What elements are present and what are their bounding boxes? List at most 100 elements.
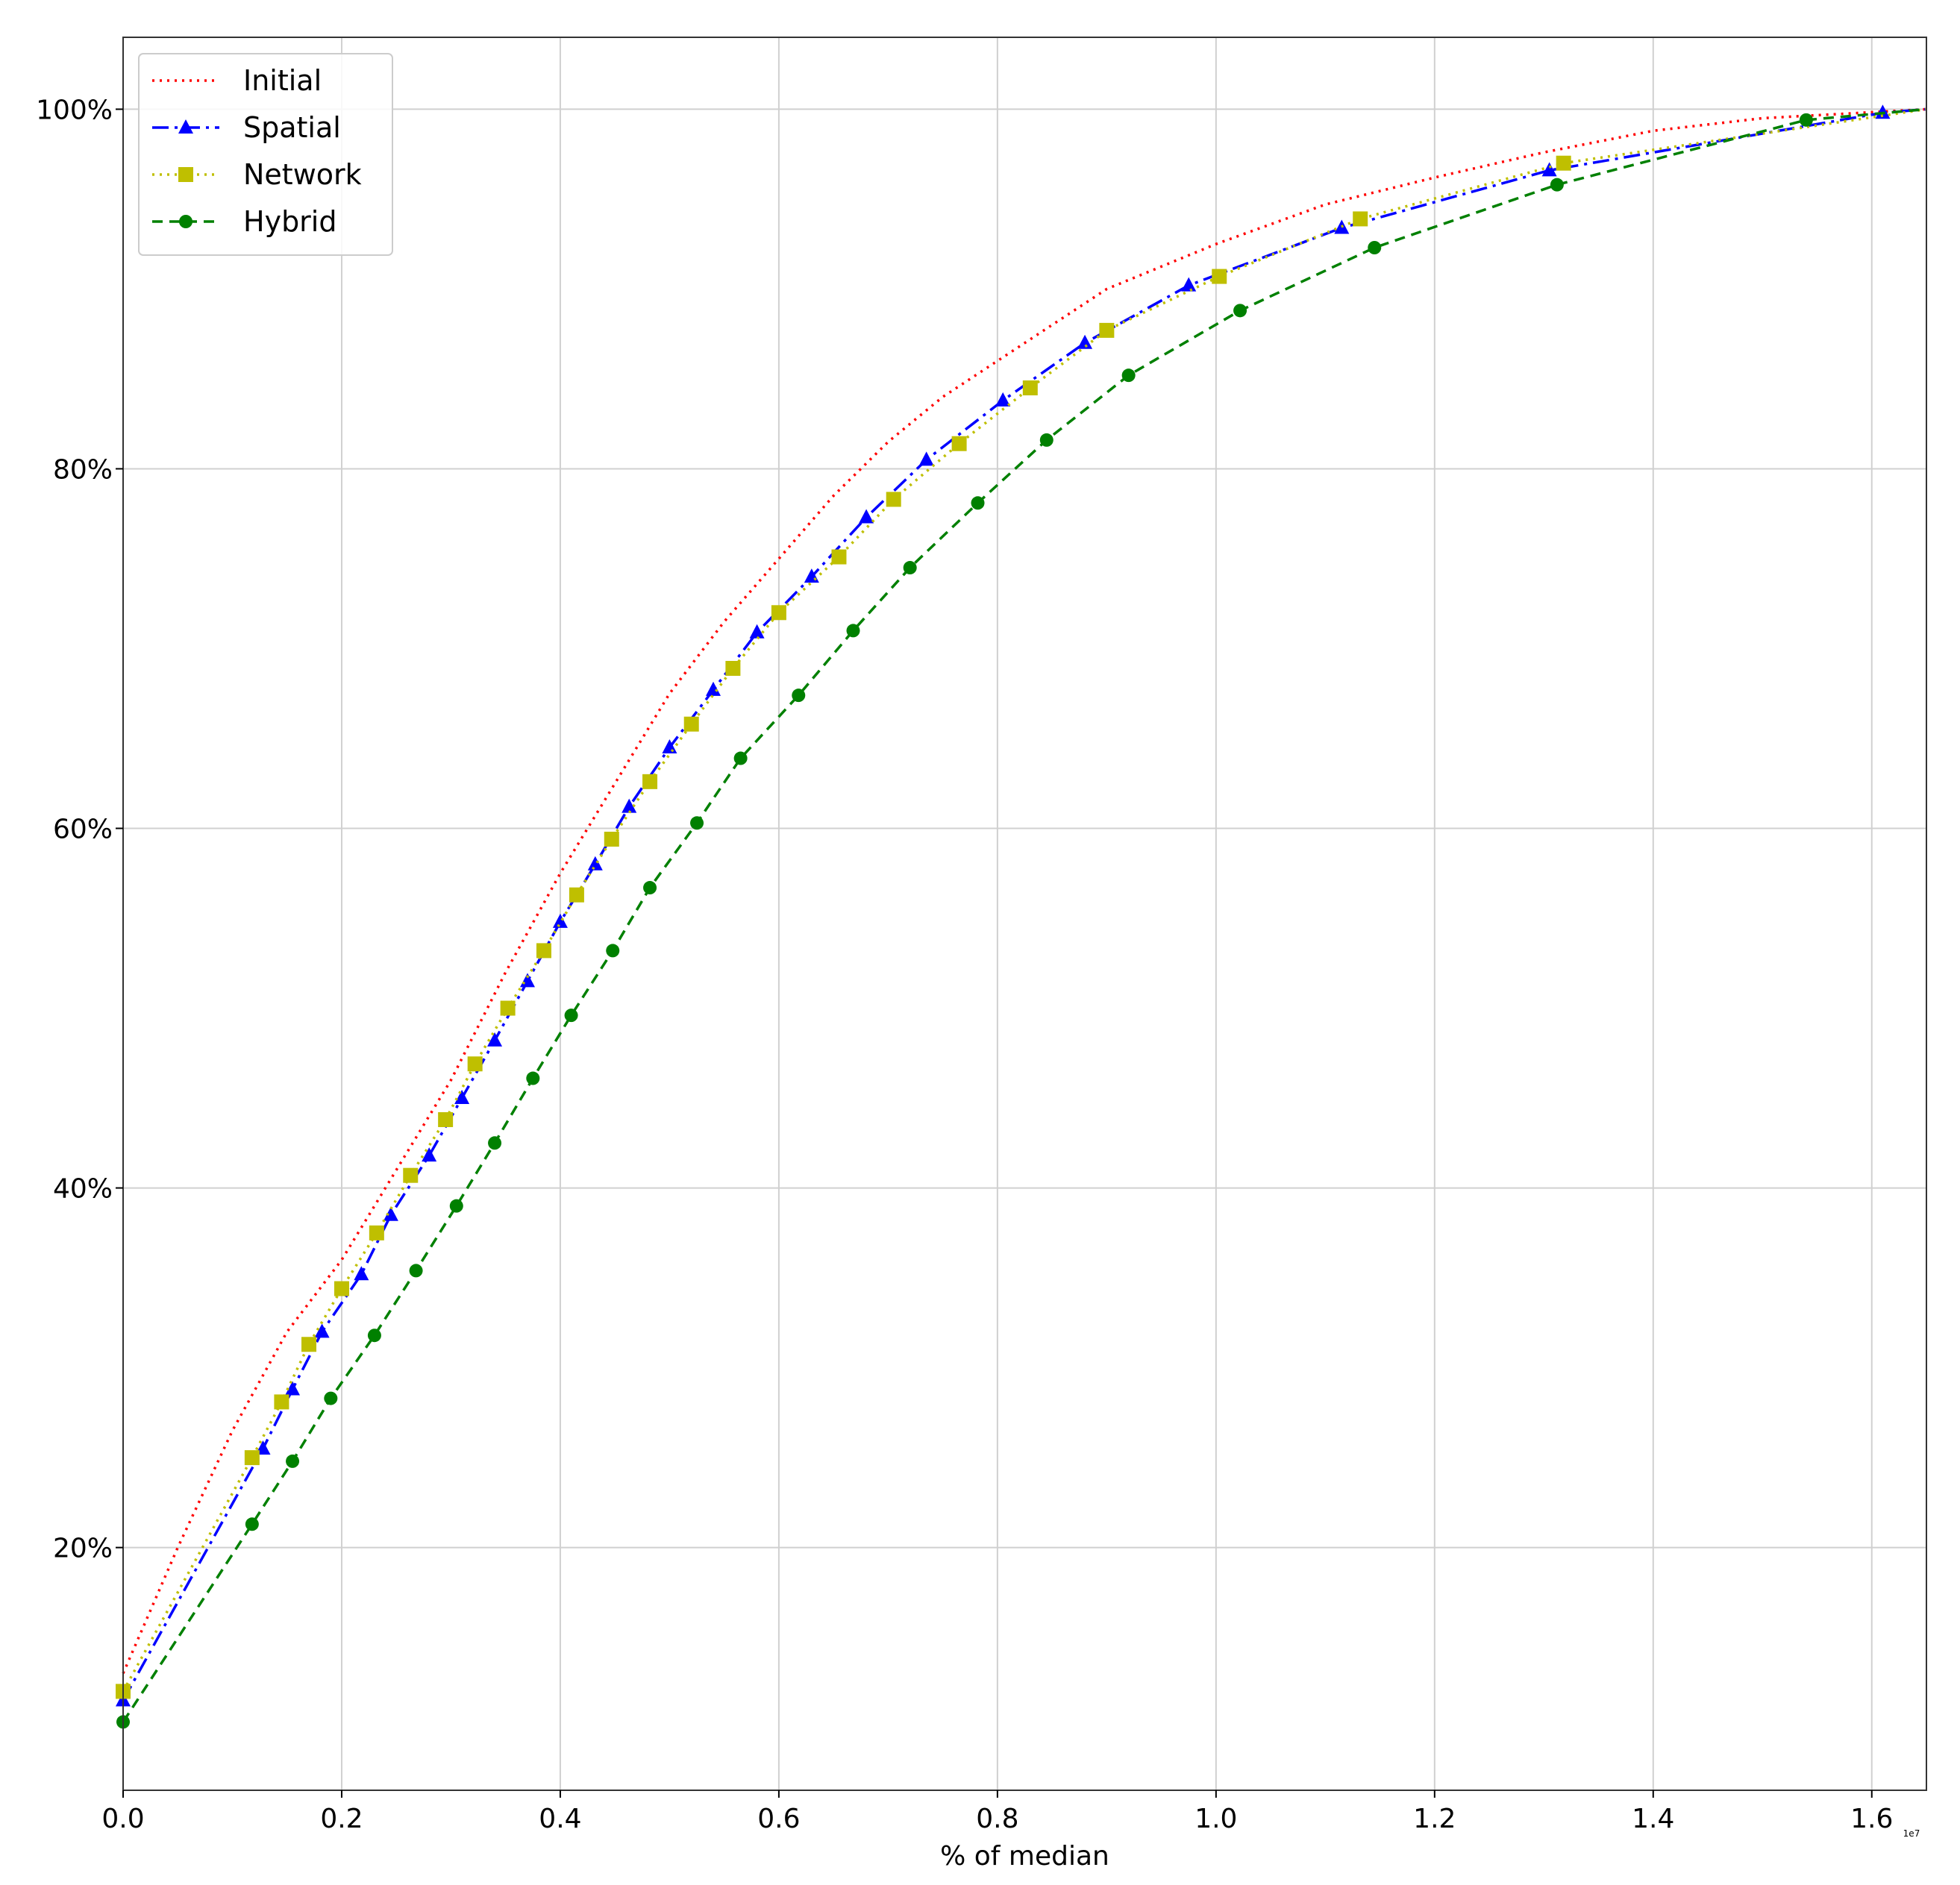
series-line-initial [122, 107, 1927, 1675]
data-point-network [1353, 211, 1368, 227]
data-point-spatial [487, 1032, 503, 1047]
data-point-network [569, 887, 584, 903]
data-point-network [604, 831, 619, 847]
data-point-hybrid [324, 1391, 338, 1405]
data-point-network [886, 492, 901, 507]
data-point-hybrid [286, 1454, 300, 1468]
y-tick-label: 60% [53, 815, 113, 845]
data-point-network [1099, 322, 1115, 338]
x-tick-label: 0.0 [101, 1804, 144, 1834]
data-point-spatial [454, 1090, 470, 1105]
data-point-network [951, 436, 967, 451]
series-initial [122, 107, 1927, 1675]
x-tick-label: 1.4 [1632, 1804, 1674, 1834]
data-point-spatial [422, 1147, 437, 1162]
data-point-network [642, 774, 658, 789]
data-point-network [500, 1000, 516, 1016]
y-tick-label: 100% [36, 95, 113, 125]
legend-label-initial: Initial [243, 64, 322, 97]
data-point-network [438, 1111, 454, 1127]
data-point-hybrid [1799, 113, 1813, 127]
data-point-hybrid [526, 1071, 540, 1085]
legend-item-spatial: Spatial [152, 111, 341, 144]
data-point-hybrid [792, 689, 806, 703]
data-point-spatial [285, 1381, 301, 1396]
data-point-spatial [383, 1206, 398, 1221]
legend-box [138, 53, 393, 256]
data-point-hybrid [903, 561, 917, 575]
x-tick-label: 1.2 [1413, 1804, 1456, 1834]
legend-label-spatial: Spatial [243, 111, 341, 144]
data-point-network [1556, 155, 1571, 171]
y-tick-label: 40% [53, 1174, 113, 1205]
data-point-network [244, 1450, 260, 1466]
legend-label-hybrid: Hybrid [243, 205, 337, 238]
data-point-network [274, 1394, 289, 1410]
y-tick-label: 80% [53, 454, 113, 485]
data-point-hybrid [367, 1329, 381, 1343]
data-point-network [1022, 380, 1038, 395]
legend-item-initial: Initial [152, 64, 322, 97]
data-point-hybrid [564, 1009, 578, 1023]
legend-marker-network [178, 167, 193, 182]
data-point-spatial [1541, 162, 1557, 177]
data-point-hybrid [1121, 368, 1136, 383]
x-tick-label: 0.8 [976, 1804, 1018, 1834]
x-tick-label: 1.0 [1195, 1804, 1237, 1834]
plot-frame [122, 37, 1927, 1791]
series-spatial [116, 104, 1927, 1707]
data-point-hybrid [643, 881, 657, 895]
data-point-spatial [918, 451, 934, 466]
data-point-network [467, 1056, 483, 1072]
data-point-spatial [1077, 334, 1093, 349]
data-point-hybrid [733, 751, 748, 765]
data-point-hybrid [1039, 433, 1053, 447]
data-point-network [831, 549, 847, 565]
data-point-spatial [706, 681, 721, 696]
series-network [116, 107, 1927, 1699]
data-point-spatial [859, 509, 874, 524]
data-point-network [725, 661, 741, 676]
data-point-network [403, 1167, 419, 1183]
data-point-hybrid [606, 944, 620, 958]
data-point-network [771, 605, 786, 621]
data-point-hybrid [846, 624, 860, 638]
legend-marker-spatial [178, 119, 193, 134]
y-tick-label: 20% [53, 1534, 113, 1564]
data-point-network [334, 1281, 349, 1296]
gridlines [122, 37, 1926, 1790]
data-point-spatial [314, 1323, 330, 1338]
data-point-network [369, 1225, 384, 1241]
legend-item-network: Network [152, 158, 362, 191]
data-point-spatial [995, 392, 1011, 407]
series-hybrid [116, 107, 1927, 1729]
x-tick-label: 0.2 [320, 1804, 363, 1834]
data-point-spatial [354, 1266, 369, 1281]
x-tick-label: 0.6 [757, 1804, 800, 1834]
data-point-spatial [749, 624, 765, 639]
data-point-hybrid [1550, 178, 1564, 192]
x-axis-offset-label: 1e7 [1903, 1828, 1920, 1839]
data-point-spatial [587, 856, 603, 871]
legend: Initial Spatial Network Hybrid [138, 53, 393, 256]
data-point-hybrid [690, 816, 704, 830]
data-point-hybrid [245, 1517, 259, 1531]
legend-marker-hybrid [179, 215, 192, 228]
data-point-spatial [1875, 104, 1891, 119]
data-point-hybrid [1233, 304, 1247, 318]
x-axis-label: % of median [940, 1841, 1109, 1872]
axis-ticks: 0.0 0.2 0.4 0.6 0.8 1.0 1.2 1.4 1.6 20% 40% 60% 80% 1… [36, 95, 1893, 1834]
data-point-hybrid [1368, 241, 1382, 254]
data-point-hybrid [971, 496, 985, 510]
x-tick-label: 0.4 [539, 1804, 581, 1834]
data-point-network [536, 943, 551, 959]
data-series [116, 104, 1927, 1729]
data-point-hybrid [449, 1199, 463, 1213]
data-point-hybrid [409, 1264, 423, 1278]
legend-item-hybrid: Hybrid [152, 205, 337, 238]
data-point-spatial [621, 798, 637, 813]
data-point-spatial [552, 913, 568, 928]
data-point-network [683, 716, 699, 732]
